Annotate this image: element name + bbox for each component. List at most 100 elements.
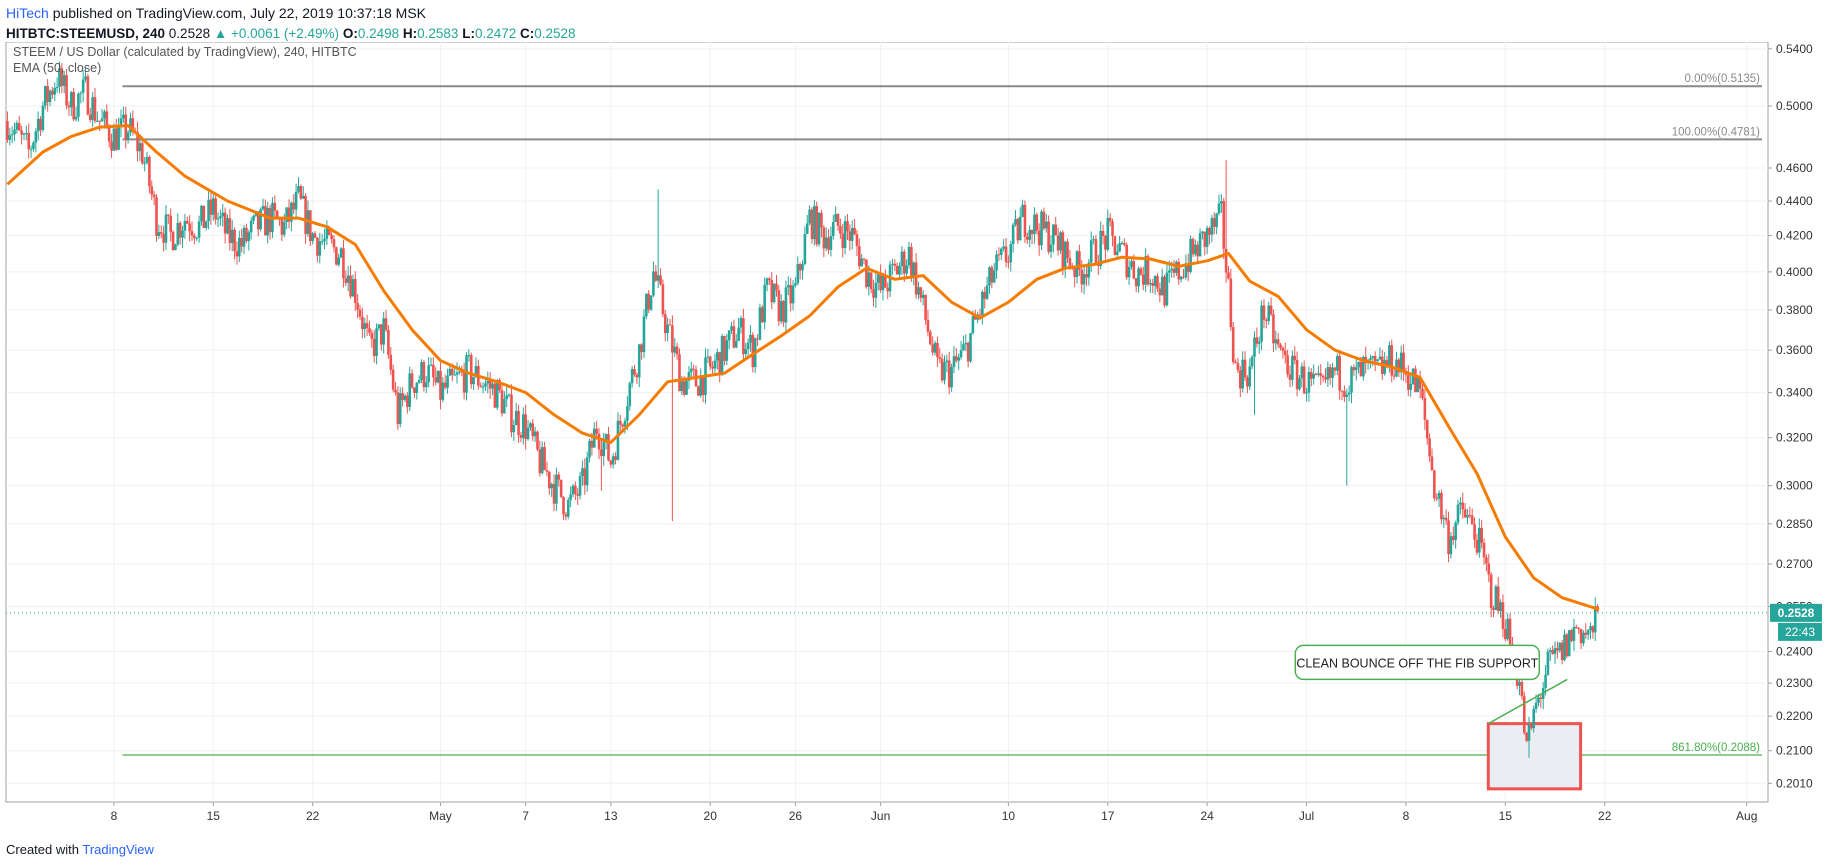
candle-body — [481, 386, 485, 388]
candle-body — [628, 383, 632, 407]
candle-body — [193, 235, 196, 239]
time-tick-label: 24 — [1200, 809, 1214, 823]
candle-body — [462, 371, 466, 393]
candle-body — [1475, 539, 1479, 553]
candle-body — [678, 354, 681, 392]
candle-body — [1324, 377, 1327, 380]
candle-body — [732, 326, 736, 348]
candle-body — [339, 248, 343, 258]
candle-body — [223, 212, 227, 234]
candle-body — [36, 118, 40, 132]
candle-body — [1056, 235, 1060, 251]
candle-series[interactable] — [6, 61, 1599, 758]
candle-body — [1037, 230, 1041, 246]
annotation-layer[interactable]: CLEAN BOUNCE OFF THE FIB SUPPORT — [1294, 644, 1568, 725]
candle-body — [1002, 246, 1005, 249]
candle-body — [188, 223, 191, 232]
candle-body — [318, 241, 322, 256]
candle-body — [545, 470, 549, 472]
candle-body — [141, 143, 144, 164]
tradingview-logo[interactable]: TradingView — [82, 842, 154, 857]
candle-body — [51, 90, 54, 95]
candle-body — [167, 214, 170, 216]
price-tick-label: 0.2200 — [1776, 709, 1813, 723]
candle-body — [1104, 235, 1107, 250]
candle-body — [1044, 221, 1048, 229]
candle-body — [148, 157, 151, 187]
candle-body — [1407, 374, 1410, 390]
candle-body — [493, 383, 497, 408]
candle-body — [309, 210, 312, 242]
candle-body — [685, 380, 688, 395]
candle-body — [1534, 702, 1538, 709]
candle-body — [1018, 216, 1022, 241]
candle-body — [768, 278, 771, 281]
candle-body — [1097, 264, 1100, 266]
candle-body — [630, 369, 634, 384]
candle-body — [1021, 204, 1024, 217]
candle-body — [6, 121, 9, 140]
candle-body — [1307, 371, 1311, 393]
candle-body — [1359, 361, 1363, 377]
time-axis[interactable]: 8 15 22 May 7 13 20 26 Jun 10 17 24 Jul 8 15 22 Aug — [111, 802, 1758, 823]
candle-body — [782, 300, 785, 323]
candle-body — [1340, 390, 1344, 392]
candle-body — [287, 207, 291, 222]
candle-body — [981, 291, 984, 315]
candle-body — [1352, 367, 1356, 371]
price-tick-label: 0.3800 — [1776, 303, 1813, 317]
price-axis[interactable]: 0.5400 0.5000 0.4600 0.4400 0.4200 0.4000 0.38… — [6, 42, 1822, 790]
price-tick-label: 0.2850 — [1776, 517, 1813, 531]
candle-body — [1333, 367, 1337, 371]
candle-body — [964, 342, 968, 345]
candle-body — [690, 368, 693, 372]
candle-body — [1231, 327, 1235, 363]
candle-body — [734, 340, 738, 348]
candle-body — [1115, 251, 1119, 255]
candle-body — [1466, 514, 1469, 518]
price-tick-label: 0.3600 — [1776, 343, 1813, 357]
candle-body — [484, 383, 487, 387]
candle-body — [829, 235, 833, 250]
candle-body — [914, 262, 918, 295]
candle-body — [1584, 632, 1588, 635]
candle-body — [245, 227, 248, 242]
candle-body — [1293, 355, 1297, 361]
candle-body — [79, 92, 83, 94]
author-link[interactable]: HiTech — [6, 5, 49, 21]
time-tick-label: 13 — [604, 809, 618, 823]
candle-body — [869, 272, 873, 290]
candle-body — [959, 350, 963, 358]
candle-body — [784, 287, 788, 323]
candle-body — [1158, 288, 1162, 296]
candle-body — [1295, 360, 1299, 390]
candle-body — [931, 344, 934, 353]
candle-body — [1378, 356, 1382, 360]
candle-body — [62, 75, 66, 86]
candle-body — [453, 374, 456, 376]
candle-body — [282, 222, 286, 235]
candle-body — [898, 265, 901, 275]
candle-body — [720, 335, 724, 376]
candle-body — [1184, 263, 1188, 278]
candle-body — [893, 263, 897, 266]
candle-body — [22, 133, 26, 135]
candle-body — [1033, 214, 1036, 235]
time-tick-label: 22 — [1598, 809, 1612, 823]
candle-body — [1272, 314, 1275, 344]
candle-body — [1338, 356, 1341, 391]
candle-body — [1437, 492, 1441, 499]
candle-body — [332, 239, 336, 248]
candle-body — [562, 496, 565, 515]
chart-header: HiTech published on TradingView.com, Jul… — [6, 4, 576, 43]
price-chart[interactable]: 0.00%(0.5135) 100.00%(0.4781) 861.80%(0.20… — [0, 42, 1828, 842]
candle-body — [1369, 357, 1372, 360]
candle-body — [1267, 305, 1270, 321]
candle-body — [43, 86, 47, 106]
candle-body — [1094, 239, 1098, 265]
candle-body — [1246, 377, 1249, 387]
time-tick-label: 20 — [704, 809, 718, 823]
candle-body — [1354, 367, 1358, 371]
candle-body — [723, 335, 726, 361]
candle-body — [716, 352, 719, 361]
